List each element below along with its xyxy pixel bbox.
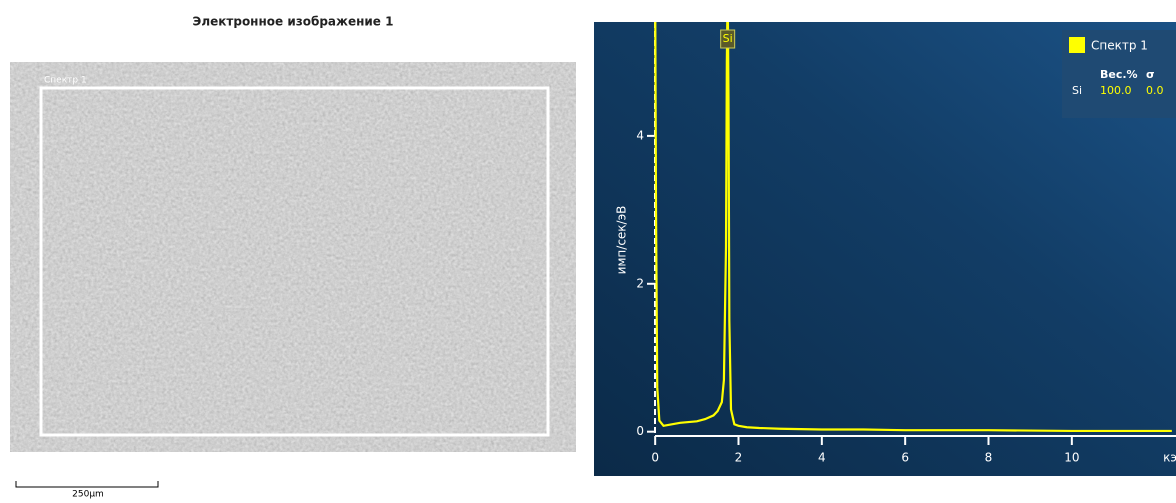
x-tick-label: 4 <box>818 451 826 465</box>
x-tick-label: 6 <box>901 451 909 465</box>
table-cell: 0.0 <box>1146 84 1164 97</box>
scale-label: 250µm <box>72 490 104 500</box>
page: Электронное изображение 1 Спектр 1 250µm… <box>0 0 1176 503</box>
region-label: Спектр 1 <box>44 76 87 86</box>
peak-label: Si <box>723 32 733 45</box>
x-axis-label: кэ <box>1163 451 1176 465</box>
legend: Спектр 1 Вес.% σ Si 100.0 0.0 <box>1062 30 1176 118</box>
y-tick-label: 2 <box>636 276 644 290</box>
table-header: σ <box>1146 68 1155 81</box>
x-tick-label: 0 <box>651 451 659 465</box>
table-cell: Si <box>1072 84 1082 97</box>
y-tick-label: 4 <box>636 128 644 142</box>
table-cell: 100.0 <box>1100 84 1132 97</box>
y-axis-label: имп/сек/эВ <box>615 206 629 275</box>
x-tick-label: 8 <box>985 451 993 465</box>
image-title: Электронное изображение 1 <box>193 15 394 29</box>
table-header: Вес.% <box>1100 68 1138 81</box>
x-tick-label: 2 <box>735 451 743 465</box>
legend-entry: Спектр 1 <box>1091 39 1148 53</box>
sem-texture <box>10 62 576 452</box>
scale-bar <box>16 481 158 487</box>
y-tick-label: 0 <box>636 424 644 438</box>
legend-swatch <box>1069 37 1085 53</box>
x-tick-label: 10 <box>1064 451 1079 465</box>
